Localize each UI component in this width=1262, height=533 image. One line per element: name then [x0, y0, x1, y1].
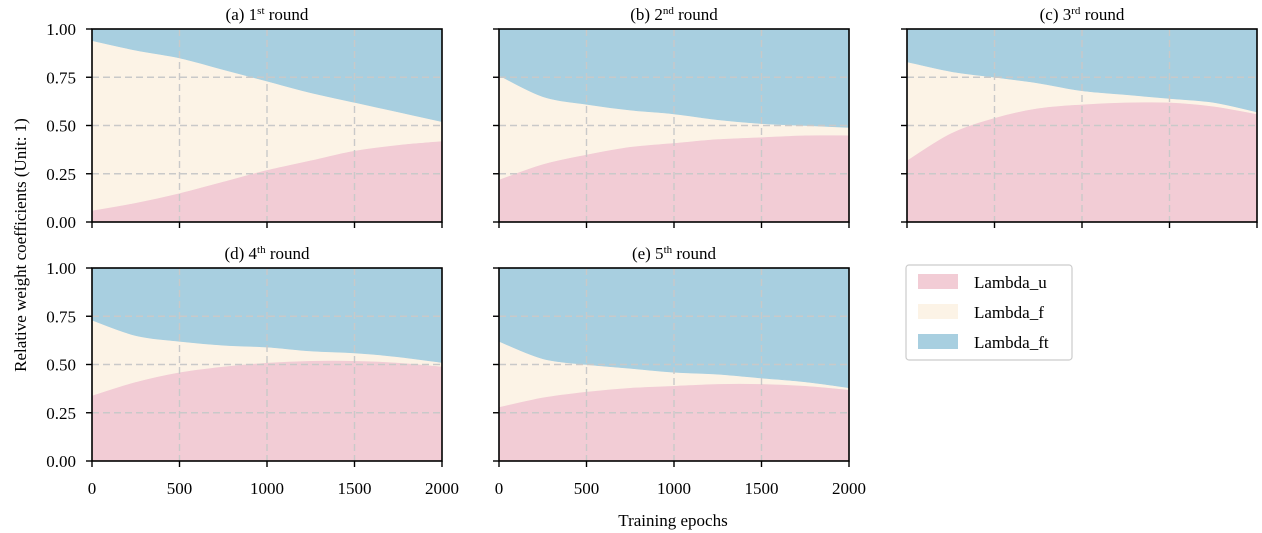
x-tick-label: 2000 — [832, 479, 866, 498]
panel-title-sup: th — [664, 244, 673, 256]
y-tick-label: 0.75 — [46, 307, 76, 326]
y-tick-label: 0.50 — [46, 356, 76, 375]
panel-title-sup: nd — [663, 5, 675, 17]
x-axis-label: Training epochs — [618, 511, 727, 530]
panel-title-prefix: (b) 2 — [630, 5, 663, 24]
y-tick-label: 1.00 — [46, 20, 76, 39]
x-tick-label: 500 — [167, 479, 193, 498]
panel-title: (a) 1st round — [226, 5, 309, 24]
panel-title-suffix: round — [672, 244, 716, 263]
x-tick-label: 1500 — [745, 479, 779, 498]
panel-title: (d) 4th round — [224, 244, 310, 263]
x-tick-label: 500 — [574, 479, 600, 498]
x-tick-label: 0 — [88, 479, 97, 498]
x-tick-label: 1000 — [250, 479, 284, 498]
panel-title: (b) 2nd round — [630, 5, 718, 24]
panel-title-suffix: round — [265, 5, 309, 24]
y-tick-label: 0.00 — [46, 452, 76, 471]
panel-title-sup: rd — [1071, 5, 1081, 17]
panel-title-suffix: round — [266, 244, 310, 263]
panel-title-suffix: round — [1080, 5, 1124, 24]
legend-swatch-lambda-u — [918, 274, 958, 289]
x-tick-label: 1000 — [657, 479, 691, 498]
panel-a: 0.00 0.25 0.50 0.75 1.00 (a) 1st round — [46, 5, 443, 232]
panel-title-suffix: round — [674, 5, 718, 24]
x-tick-label: 2000 — [425, 479, 459, 498]
panel-d: 0 500 1000 1500 2000 0.00 0.25 0.50 0.75 1.00 (d) … — [46, 244, 459, 498]
panel-e: 0 500 1000 1500 2000 (e) 5th round — [493, 244, 866, 498]
y-tick-label: 0.00 — [46, 213, 76, 232]
panel-title-prefix: (c) 3 — [1040, 5, 1072, 24]
legend-label-lambda-f: Lambda_f — [974, 303, 1044, 322]
y-tick-label: 0.75 — [46, 68, 76, 87]
x-tick-label: 1500 — [338, 479, 372, 498]
panel-title-prefix: (d) 4 — [224, 244, 257, 263]
x-tick-label: 0 — [495, 479, 504, 498]
panel-title: (e) 5th round — [632, 244, 717, 263]
y-tick-label: 0.50 — [46, 117, 76, 136]
y-tick-label: 1.00 — [46, 259, 76, 278]
legend-label-lambda-u: Lambda_u — [974, 273, 1047, 292]
panel-title-sup: st — [257, 5, 264, 17]
panel-b: (b) 2nd round — [493, 5, 850, 228]
legend: Lambda_u Lambda_f Lambda_ft — [905, 264, 1073, 361]
y-tick-label: 0.25 — [46, 404, 76, 423]
y-axis-label: Relative weight coefficients (Unit: 1) — [11, 118, 30, 372]
panel-title-prefix: (a) 1 — [226, 5, 258, 24]
panel-title-sup: th — [257, 244, 266, 256]
panel-title-prefix: (e) 5 — [632, 244, 664, 263]
panel-title: (c) 3rd round — [1040, 5, 1125, 24]
panel-c: (c) 3rd round — [901, 5, 1258, 228]
legend-swatch-lambda-f — [918, 304, 958, 319]
legend-swatch-lambda-ft — [918, 334, 958, 349]
y-tick-label: 0.25 — [46, 165, 76, 184]
legend-label-lambda-ft: Lambda_ft — [974, 333, 1049, 352]
